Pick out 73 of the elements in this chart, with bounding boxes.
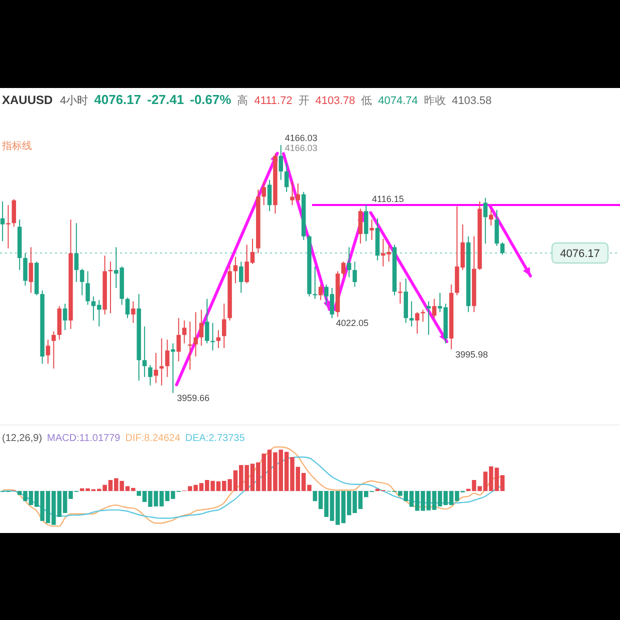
text: DEA:2.73735: [185, 433, 246, 444]
text: MACD:11.01779: [47, 433, 121, 444]
candlestick: [488, 209, 494, 226]
candlestick: [233, 256, 238, 284]
annotation: 指标线: [1, 140, 32, 152]
text: 4166.03: [284, 133, 318, 143]
candlestick: [409, 300, 414, 327]
candlestick: [165, 339, 170, 378]
text: 4小时: [60, 94, 88, 107]
ref-line-label: 4076.17: [560, 248, 600, 260]
candlestick: [125, 297, 130, 319]
candlestick: [312, 266, 318, 300]
text: 昨收: [424, 95, 446, 107]
candlestick: [346, 246, 352, 278]
candlestick: [210, 322, 215, 352]
text: 4111.72: [254, 95, 292, 107]
candlestick: [432, 298, 436, 319]
candlestick: [46, 339, 50, 364]
candlestick: [159, 338, 164, 386]
candlestick: [284, 162, 289, 192]
candlestick: [262, 180, 266, 206]
candlestick: [278, 144, 284, 180]
candlestick: [398, 282, 402, 304]
text: -0.67%: [190, 92, 232, 107]
candlestick: [341, 261, 346, 278]
candlestick: [142, 326, 147, 378]
candlestick: [420, 309, 426, 322]
annotation: 4022.05: [336, 318, 369, 328]
candlestick: [148, 364, 152, 386]
candlestick: [154, 352, 158, 384]
candlestick: [239, 261, 244, 294]
text: 开: [298, 95, 310, 107]
text: DIF:8.24624: [125, 433, 181, 444]
text: 4103.78: [315, 95, 356, 107]
candlestick: [12, 198, 16, 228]
text: 4103.58: [452, 95, 492, 107]
candlestick: [500, 242, 505, 256]
candlestick: [28, 246, 34, 294]
ref-line-label: 4116.15: [372, 194, 404, 204]
candlestick: [364, 204, 368, 242]
text: 高: [237, 94, 248, 107]
candlestick: [23, 252, 28, 286]
candlestick: [194, 312, 198, 358]
text: 4074.74: [378, 95, 418, 107]
candlestick: [86, 270, 90, 306]
text: -27.41: [147, 92, 184, 107]
annotation: 3995.98: [455, 349, 488, 360]
candlestick: [0, 201, 5, 242]
candlestick: [52, 330, 56, 370]
candlestick: [204, 298, 210, 344]
text: (12,26,9): [2, 433, 42, 444]
candlestick: [74, 222, 79, 283]
candlestick: [352, 261, 357, 288]
candlestick: [318, 284, 323, 301]
annotation: 3959.66: [176, 393, 210, 403]
candlestick: [415, 312, 420, 334]
annotation: 4166.03: [284, 143, 318, 153]
candlestick: [80, 268, 84, 296]
candlestick: [131, 300, 136, 324]
text: 4076.17: [94, 92, 142, 107]
candlestick: [6, 204, 10, 249]
chart-title: XAUUSD: [2, 93, 54, 107]
candlestick: [199, 309, 204, 346]
text: 低: [361, 95, 372, 107]
candlestick: [182, 320, 186, 344]
candlestick: [176, 318, 181, 362]
candlestick: [62, 303, 68, 331]
candlestick: [426, 300, 431, 336]
candlestick: [483, 197, 488, 244]
candlestick: [267, 179, 272, 212]
candlestick: [222, 303, 226, 349]
candlestick: [370, 219, 374, 240]
candlestick: [216, 330, 221, 349]
